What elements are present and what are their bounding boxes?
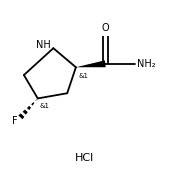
Polygon shape bbox=[23, 110, 28, 115]
Polygon shape bbox=[27, 106, 31, 110]
Text: F: F bbox=[12, 116, 18, 126]
Text: &1: &1 bbox=[39, 103, 49, 109]
Polygon shape bbox=[18, 113, 24, 119]
Text: NH: NH bbox=[36, 40, 51, 50]
Polygon shape bbox=[31, 102, 34, 106]
Polygon shape bbox=[35, 98, 38, 101]
Text: NH₂: NH₂ bbox=[137, 59, 156, 69]
Text: HCl: HCl bbox=[75, 153, 94, 163]
Text: O: O bbox=[102, 23, 109, 33]
Text: &1: &1 bbox=[78, 73, 89, 79]
Polygon shape bbox=[76, 60, 106, 67]
